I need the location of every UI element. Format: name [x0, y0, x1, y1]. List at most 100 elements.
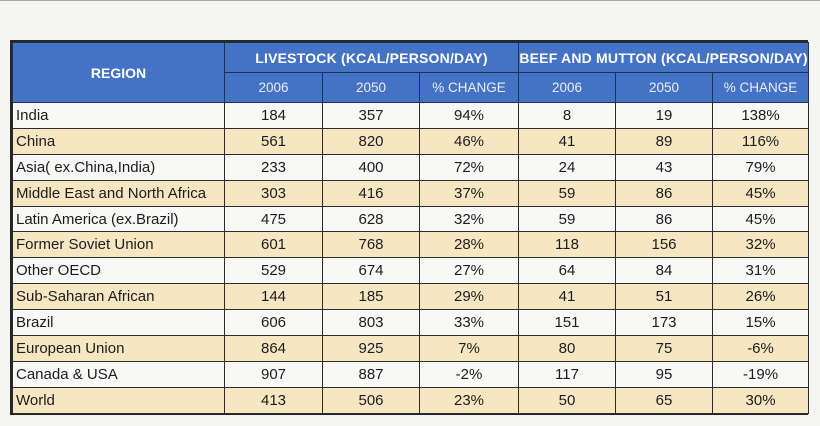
value-cell: 65: [615, 386, 714, 414]
value-cell: 151: [518, 309, 617, 337]
value-cell: 94%: [418, 102, 520, 129]
column-header-beef-change: % CHANGE: [712, 72, 810, 103]
table-row: Other OECD 529 674 27% 64 84 31%: [12, 257, 810, 285]
value-cell: 59: [518, 179, 617, 207]
value-cell: 416: [322, 179, 420, 207]
value-cell: 31%: [712, 257, 810, 285]
region-cell: Asia( ex.China,India): [12, 153, 225, 181]
column-header-beef-2006: 2006: [518, 72, 617, 103]
column-header-beef-2050: 2050: [615, 72, 714, 103]
value-cell: 156: [615, 231, 714, 259]
value-cell: 32%: [418, 205, 520, 233]
value-cell: 144: [224, 283, 323, 311]
region-cell: European Union: [12, 335, 225, 362]
value-cell: 674: [322, 257, 420, 285]
region-cell: Latin America (ex.Brazil): [12, 205, 225, 233]
value-cell: 27%: [418, 257, 520, 285]
value-cell: -6%: [712, 335, 810, 362]
table-row: India 184 357 94% 8 19 138%: [12, 102, 810, 129]
value-cell: 86: [615, 179, 714, 207]
value-cell: 32%: [712, 231, 810, 259]
value-cell: 41: [518, 127, 617, 155]
value-cell: 8: [518, 102, 617, 129]
value-cell: 86: [615, 205, 714, 233]
value-cell: 51: [615, 283, 714, 311]
value-cell: 80: [518, 335, 617, 362]
value-cell: 118: [518, 231, 617, 259]
value-cell: 84: [615, 257, 714, 285]
value-cell: 79%: [712, 153, 810, 181]
value-cell: 303: [224, 179, 323, 207]
region-cell: Middle East and North Africa: [12, 179, 225, 207]
value-cell: 173: [615, 309, 714, 337]
top-divider: [0, 0, 820, 1]
value-cell: 233: [224, 153, 323, 181]
value-cell: 7%: [418, 335, 520, 362]
value-cell: 907: [224, 360, 323, 388]
table-row: Canada & USA 907 887 -2% 117 95 -19%: [12, 360, 810, 388]
table-row: Asia( ex.China,India) 233 400 72% 24 43 …: [12, 153, 810, 181]
value-cell: 26%: [712, 283, 810, 311]
value-cell: 925: [322, 335, 420, 362]
column-header-livestock-2006: 2006: [224, 72, 323, 103]
value-cell: 357: [322, 102, 420, 129]
value-cell: 64: [518, 257, 617, 285]
table-row: European Union 864 925 7% 80 75 -6%: [12, 335, 810, 362]
value-cell: 45%: [712, 205, 810, 233]
table-row: Brazil 606 803 33% 151 173 15%: [12, 309, 810, 337]
value-cell: 41: [518, 283, 617, 311]
group-header-livestock: LIVESTOCK (KCAL/PERSON/DAY): [223, 42, 520, 73]
region-cell: World: [12, 386, 225, 414]
value-cell: 29%: [418, 283, 520, 311]
value-cell: 628: [322, 205, 420, 233]
value-cell: 37%: [418, 179, 520, 207]
consumption-table-container: REGION LIVESTOCK (KCAL/PERSON/DAY) BEEF …: [10, 40, 810, 415]
value-cell: 864: [224, 335, 323, 362]
region-cell: Other OECD: [12, 257, 225, 285]
value-cell: 95: [615, 360, 714, 388]
group-header-row: REGION LIVESTOCK (KCAL/PERSON/DAY) BEEF …: [12, 42, 810, 103]
table-row: Latin America (ex.Brazil) 475 628 32% 59…: [12, 205, 810, 233]
value-cell: 43: [615, 153, 714, 181]
value-cell: 887: [322, 360, 420, 388]
value-cell: 19: [615, 102, 714, 129]
region-cell: India: [12, 102, 225, 129]
region-cell: Brazil: [12, 309, 225, 337]
table-body: India 184 357 94% 8 19 138% China 561 82…: [12, 102, 810, 414]
group-header-beef-mutton: BEEF AND MUTTON (KCAL/PERSON/DAY): [518, 42, 810, 73]
column-header-livestock-change: % CHANGE: [418, 72, 520, 103]
region-cell: Former Soviet Union: [12, 231, 225, 259]
value-cell: 184: [224, 102, 323, 129]
sub-header-row: 2006 2050 % CHANGE 2006 2050 % CHANGE: [13, 72, 810, 103]
value-cell: 606: [224, 309, 323, 337]
value-cell: 561: [224, 127, 323, 155]
value-cell: 116%: [712, 127, 810, 155]
consumption-table: REGION LIVESTOCK (KCAL/PERSON/DAY) BEEF …: [12, 42, 810, 414]
value-cell: 475: [224, 205, 323, 233]
value-cell: 46%: [418, 127, 520, 155]
value-cell: 30%: [712, 386, 810, 414]
value-cell: 24: [518, 153, 617, 181]
table-row: World 413 506 23% 50 65 30%: [12, 386, 810, 414]
value-cell: 72%: [418, 153, 520, 181]
table-row: China 561 820 46% 41 89 116%: [12, 127, 810, 155]
value-cell: 33%: [418, 309, 520, 337]
value-cell: 59: [518, 205, 617, 233]
value-cell: 506: [322, 386, 420, 414]
value-cell: 75: [615, 335, 714, 362]
value-cell: 15%: [712, 309, 810, 337]
table-row: Sub-Saharan African 144 185 29% 41 51 26…: [12, 283, 810, 311]
value-cell: 820: [322, 127, 420, 155]
value-cell: 529: [224, 257, 323, 285]
value-cell: 50: [518, 386, 617, 414]
value-cell: 413: [224, 386, 323, 414]
value-cell: 23%: [418, 386, 520, 414]
column-header-livestock-2050: 2050: [322, 72, 420, 103]
value-cell: 601: [224, 231, 323, 259]
region-cell: Sub-Saharan African: [12, 283, 225, 311]
value-cell: 89: [615, 127, 714, 155]
value-cell: 117: [518, 360, 617, 388]
value-cell: 400: [322, 153, 420, 181]
table-row: Former Soviet Union 601 768 28% 118 156 …: [12, 231, 810, 259]
value-cell: 45%: [712, 179, 810, 207]
